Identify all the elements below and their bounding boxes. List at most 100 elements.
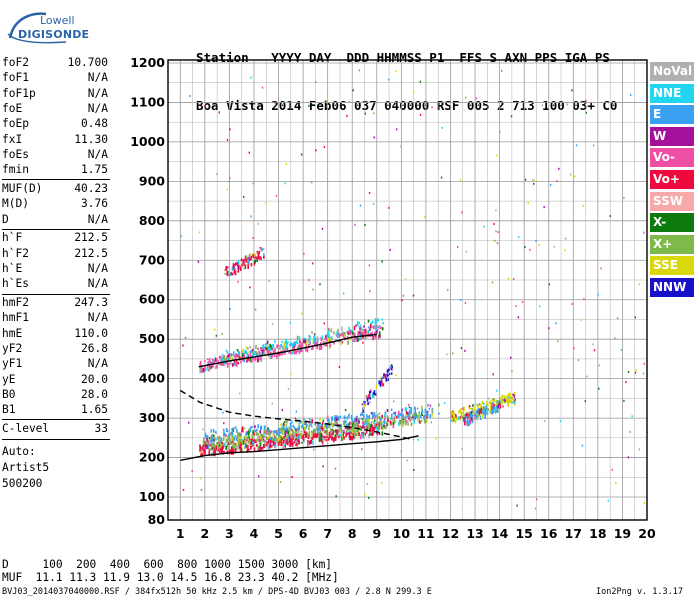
echo-point (360, 417, 363, 420)
echo-point (493, 398, 496, 403)
echo-point (245, 433, 247, 436)
echo-point (245, 255, 248, 259)
echo-point (249, 350, 252, 353)
echo-point (307, 434, 309, 438)
echo-point (343, 421, 346, 427)
echo-point (270, 348, 272, 351)
param-name: hmF1 (2, 311, 29, 325)
echo-point (402, 415, 405, 419)
echo-point (342, 429, 345, 435)
x-tick-label: 13 (466, 526, 483, 541)
echo-point (438, 412, 440, 415)
noise-point (361, 403, 364, 406)
param-value: 212.5 (74, 231, 108, 245)
echo-point (356, 415, 358, 419)
station-header: Station YYYY DAY DDD HHMMSS P1 FFS S AXN… (196, 18, 617, 130)
echo-point (285, 340, 288, 345)
echo-point (348, 433, 351, 436)
noise-point (476, 409, 479, 412)
echo-point (298, 423, 300, 425)
param-row: hmF1 N/A (2, 311, 108, 326)
echo-point (507, 401, 509, 406)
echo-point (472, 404, 474, 407)
echo-point (233, 269, 236, 274)
echo-point (356, 432, 359, 437)
echo-point (283, 421, 286, 423)
echo-point (323, 431, 326, 434)
echo-point (221, 356, 224, 362)
echo-point (467, 412, 470, 416)
noise-point (279, 481, 282, 484)
header-labels-row: Station YYYY DAY DDD HHMMSS P1 FFS S AXN… (196, 50, 610, 65)
echo-point (455, 415, 458, 421)
echo-point (209, 443, 212, 447)
echo-point (310, 437, 313, 440)
echo-point (257, 357, 260, 363)
x-tick-label: 3 (225, 526, 234, 541)
echo-point (423, 415, 425, 420)
echo-point (364, 334, 367, 339)
echo-point (250, 350, 253, 354)
echo-point (236, 445, 238, 450)
echo-point (371, 325, 374, 328)
echo-point (206, 435, 209, 439)
echo-point (334, 429, 337, 433)
echo-point (364, 333, 366, 336)
echo-point (310, 433, 313, 438)
noise-point (419, 113, 422, 116)
echo-point (378, 412, 381, 415)
echo-point (321, 434, 323, 437)
echo-point (239, 438, 242, 443)
noise-point (184, 336, 187, 339)
param-row: foF2 10.700 (2, 56, 108, 71)
echo-point (256, 250, 259, 254)
noise-point (216, 173, 218, 176)
echo-point (457, 416, 460, 421)
echo-point (213, 451, 215, 456)
echo-point (326, 434, 329, 437)
noise-point (592, 144, 595, 147)
echo-point (386, 369, 389, 373)
echo-point (331, 416, 333, 422)
echo-point (479, 408, 481, 414)
noise-point (406, 459, 408, 462)
distance-row: D 100 200 400 600 800 1000 1500 3000 [km… (2, 558, 333, 571)
echo-point (267, 436, 269, 440)
echo-point (252, 430, 254, 434)
param-row: yE 20.0 (2, 373, 108, 388)
echo-point (260, 433, 263, 437)
echo-point (257, 253, 260, 257)
echo-point (316, 423, 318, 428)
echo-point (288, 439, 290, 443)
legend-item: X+ (650, 234, 694, 254)
param-value: 11.30 (74, 132, 108, 146)
noise-point (381, 481, 383, 484)
noise-point (308, 336, 311, 339)
echo-point (287, 439, 289, 444)
echo-point (341, 434, 344, 438)
echo-point (353, 337, 356, 340)
echo-point (291, 429, 294, 435)
echo-point (464, 418, 467, 423)
echo-point (313, 428, 315, 433)
echo-point (343, 334, 346, 337)
echo-point (307, 339, 310, 342)
legend-item: W (650, 126, 694, 146)
echo-point (232, 440, 235, 445)
echo-point (374, 424, 376, 427)
header-values-row: Boa Vista 2014 Feb06 037 040000 RSF 005 … (196, 98, 618, 113)
echo-point (408, 412, 411, 417)
echo-point (261, 437, 263, 442)
noise-point (261, 86, 264, 89)
echo-point (482, 402, 485, 405)
param-separator (2, 439, 110, 441)
echo-point (362, 330, 364, 335)
noise-point (413, 90, 415, 93)
echo-point (228, 449, 230, 455)
echo-point (514, 398, 516, 401)
echo-point (285, 431, 288, 434)
echo-point (316, 433, 319, 437)
noise-point (285, 162, 288, 165)
param-value: N/A (87, 311, 108, 325)
echo-point (357, 424, 359, 429)
